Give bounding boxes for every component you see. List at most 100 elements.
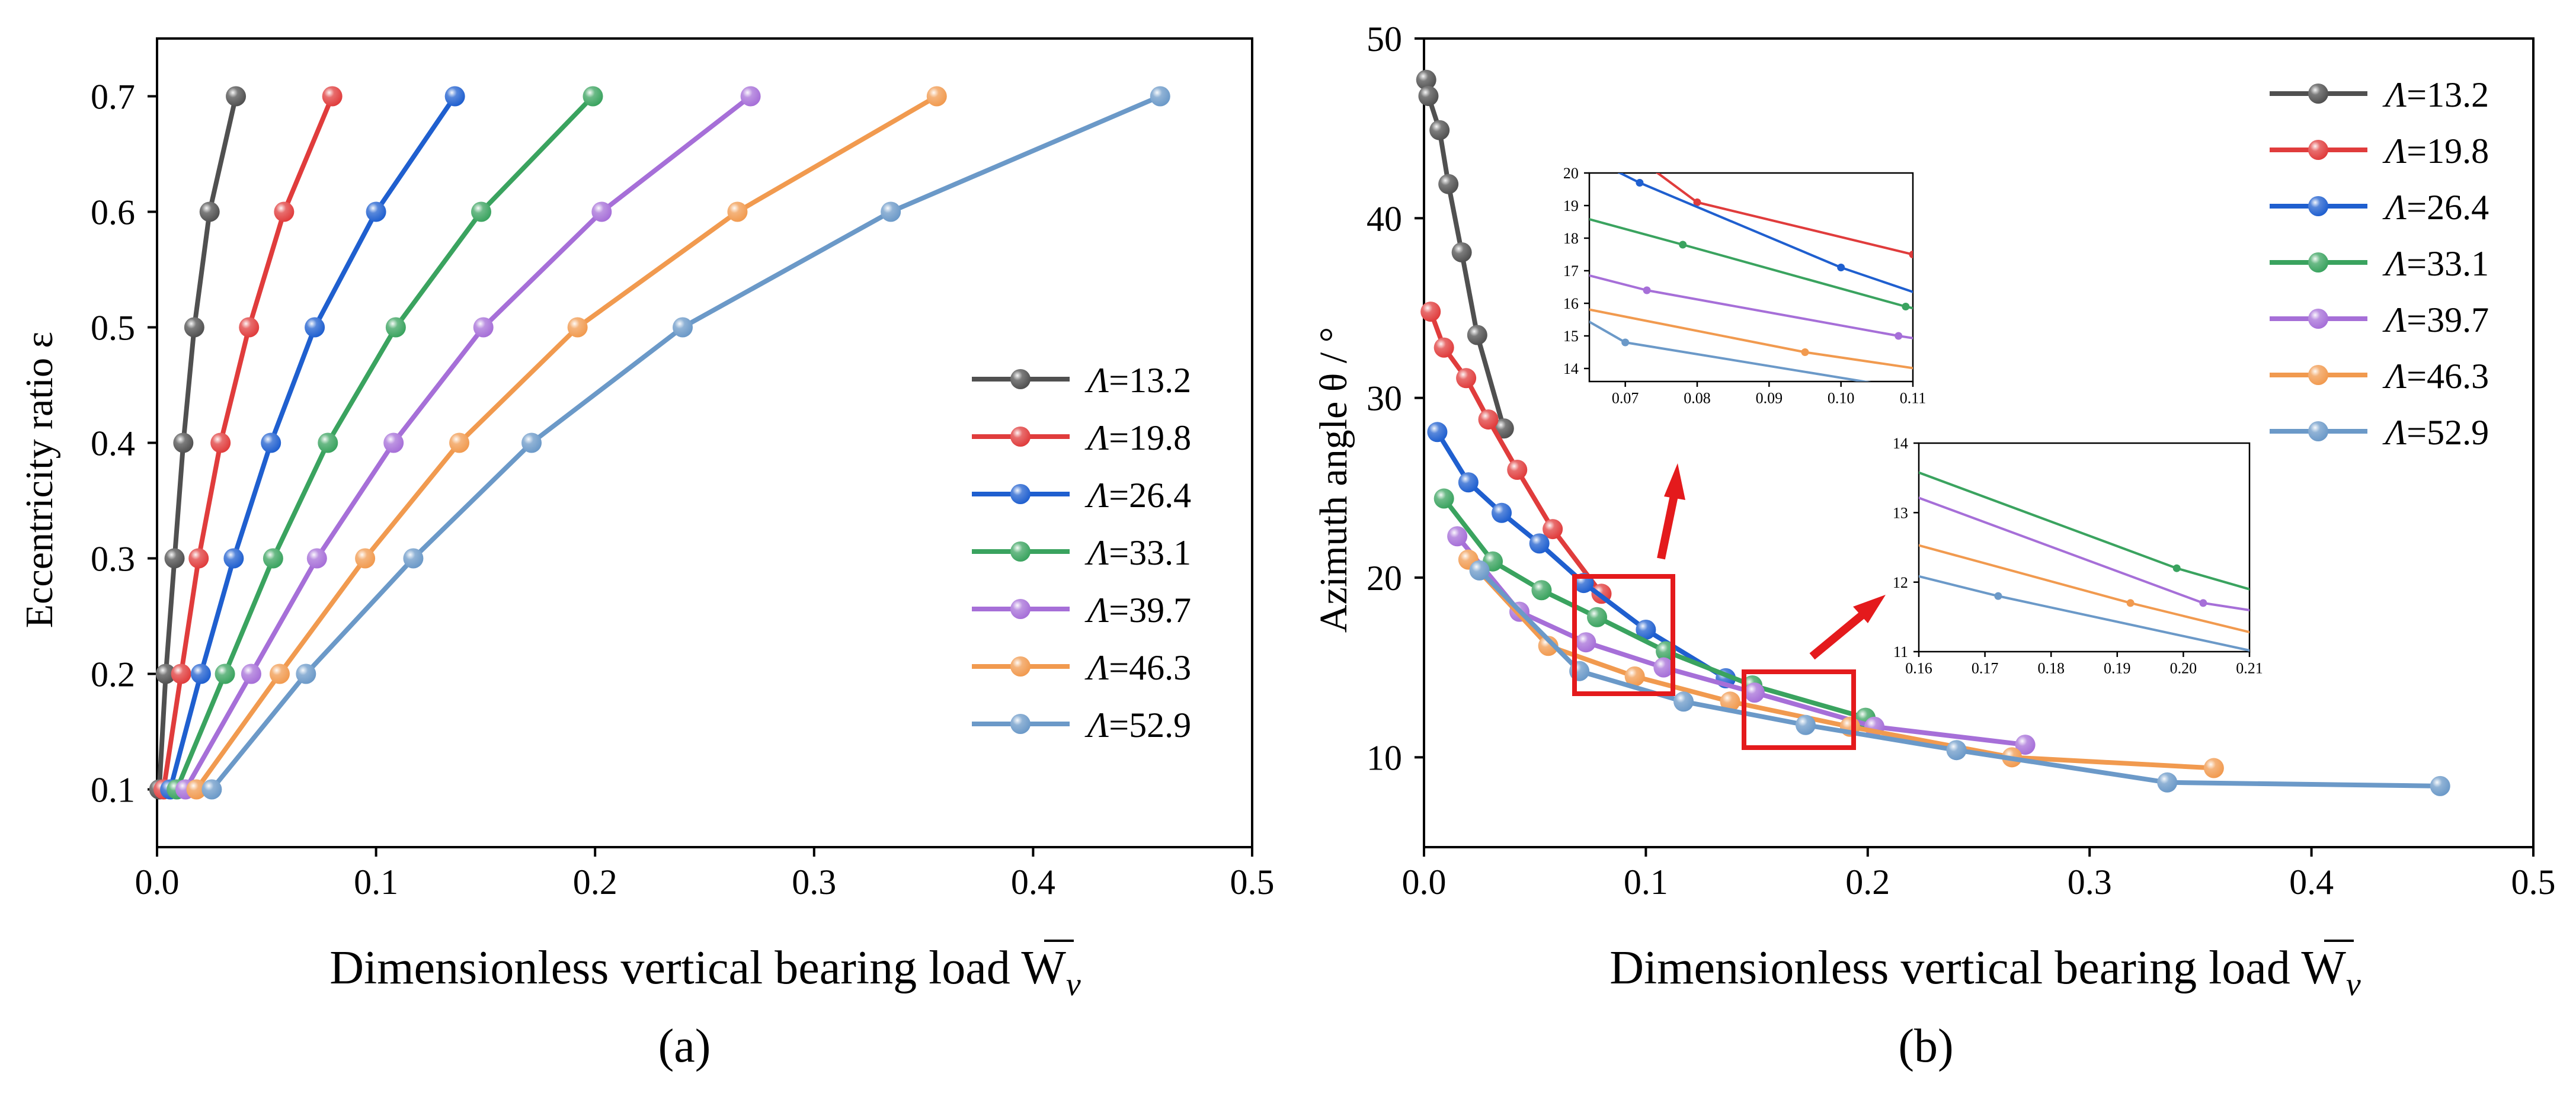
inset-upper-point-463 — [1801, 348, 1809, 356]
a-point-shine — [1150, 86, 1170, 107]
inset-lower-point-529 — [2444, 690, 2452, 697]
a-ytick-label: 0.6 — [91, 193, 135, 232]
inset-upper-point-463 — [1521, 293, 1528, 301]
b-series-line-331 — [1442, 497, 1867, 720]
a-ytick-label: 0.4 — [91, 424, 135, 463]
a-series-line-463 — [194, 94, 938, 791]
a-point-shine — [403, 548, 424, 569]
x-axis-label-sub-b: v — [2346, 966, 2361, 1003]
b-point-shine — [1478, 409, 1499, 430]
legend-label: Λ=52.9 — [1084, 706, 1191, 745]
legend-label: Λ=26.4 — [2382, 188, 2489, 227]
legend-marker-shine — [1010, 369, 1031, 389]
b-point-shine — [1433, 488, 1454, 509]
inset-upper-point-529 — [1513, 277, 1521, 284]
b-point-shine — [1946, 740, 1967, 761]
legend-b: Λ=13.2 Λ=19.8 Λ=26.4 Λ=33.1 Λ=39.7 Λ=46.3 Λ=52… — [2270, 75, 2489, 452]
inset-upper-ytick-label: 17 — [1563, 262, 1579, 280]
a-xtick-label: 0.1 — [354, 863, 398, 902]
a-point-shine — [164, 548, 185, 569]
a-point-shine — [305, 317, 325, 338]
a-xtick-label: 0.4 — [1011, 863, 1055, 902]
b-ytick-label: 50 — [1367, 20, 1402, 59]
legend-marker-shine — [1010, 427, 1031, 447]
legend-marker-shine — [2308, 252, 2328, 273]
inset-lower-point-331 — [2510, 662, 2518, 669]
inset-lower-point-463 — [1769, 502, 1777, 509]
b-point-shine — [1433, 337, 1454, 358]
inset-upper-series-line-264 — [1617, 173, 1913, 293]
inset-lower-point-331 — [1836, 440, 1844, 447]
inset-upper-point-331 — [1499, 192, 1507, 200]
a-point-shine — [186, 779, 207, 800]
legend-label: Λ=19.8 — [1084, 418, 1191, 457]
b-xtick-label: 0.5 — [2511, 863, 2556, 902]
a-point-shine — [366, 201, 386, 222]
b-point-shine — [1636, 619, 1656, 640]
a-point-shine — [173, 432, 194, 453]
inset-upper-point-264 — [1492, 107, 1500, 115]
b-point-shine — [1467, 325, 1487, 345]
inset-upper-background — [1589, 173, 1913, 382]
b-ytick-label: 30 — [1367, 379, 1402, 418]
a-ytick-label: 0.3 — [91, 540, 135, 579]
b-point-shine — [1576, 632, 1596, 653]
a-point-shine — [199, 201, 220, 222]
legend-marker-shine — [2308, 196, 2328, 216]
a-point-shine — [318, 432, 338, 453]
a-point-shine — [727, 201, 748, 222]
a-point-shine — [355, 548, 376, 569]
inset-lower-point-331 — [2172, 564, 2181, 572]
a-xtick-label: 0.3 — [792, 863, 836, 902]
a-xtick-label: 0.0 — [135, 863, 180, 902]
b-point-shine — [1587, 607, 1608, 627]
legend-marker-shine — [1010, 714, 1031, 734]
a-point-shine — [210, 432, 231, 453]
zoom-box-upper — [1572, 574, 1675, 696]
b-xtick-label: 0.0 — [1402, 863, 1447, 902]
inset-lower-xtick-label: 0.21 — [2236, 659, 2263, 677]
x-axis-label-sub-a: v — [1066, 966, 1081, 1003]
a-point-shine — [263, 548, 283, 569]
inset-upper-xtick-label: 0.10 — [1828, 389, 1855, 406]
inset-upper-ytick-label: 18 — [1563, 230, 1579, 247]
inset-upper-point-529 — [1621, 338, 1630, 347]
a-point-shine — [322, 86, 343, 107]
inset-upper-ytick-label: 14 — [1563, 360, 1579, 377]
a-point-shine — [306, 548, 327, 569]
b-point-shine — [1416, 69, 1436, 90]
inset-upper-point-331 — [1679, 241, 1687, 249]
inset-upper-point-331 — [2183, 365, 2190, 373]
legend-label: Λ=46.3 — [2382, 357, 2489, 396]
a-point-shine — [881, 201, 901, 222]
y-axis-label-b: Azimuth angle θ / ° — [1312, 327, 1355, 633]
inset-lower-xtick-label: 0.19 — [2104, 659, 2131, 677]
inset-upper-series-line-397 — [1589, 274, 1913, 339]
inset-lower-xtick-label: 0.16 — [1905, 659, 1932, 677]
a-point-shine — [591, 201, 612, 222]
a-point-shine — [171, 664, 191, 684]
inset-upper-ytick-label: 20 — [1563, 165, 1579, 182]
legend-label: Λ=33.1 — [1084, 533, 1191, 572]
inset-upper-ytick-label: 16 — [1563, 295, 1579, 312]
inset-lower-point-463 — [2126, 599, 2135, 607]
b-xtick-label: 0.3 — [2068, 863, 2112, 902]
zoom-box-lower — [1742, 669, 1856, 750]
legend-marker-shine — [2308, 365, 2328, 385]
inset-lower-point-397 — [2199, 599, 2207, 607]
a-ytick-label: 0.5 — [91, 309, 135, 348]
a-point-shine — [473, 317, 494, 338]
inset-upper-point-397 — [1643, 286, 1651, 294]
a-point-shine — [296, 664, 316, 684]
legend-label: Λ=26.4 — [1084, 476, 1191, 515]
b-point-shine — [1720, 691, 1740, 712]
inset-upper-point-198 — [1909, 251, 1913, 258]
legend-marker-shine — [2308, 309, 2328, 329]
a-point-shine — [223, 548, 244, 569]
plot-area-a: 0.0 0.1 0.2 0.3 0.4 0.5 0.1 0.2 0.3 0.4 0.5 0.6 0.7 — [91, 37, 1275, 902]
b-point-shine — [1418, 86, 1439, 107]
inset-upper-ytick-label: 15 — [1563, 328, 1579, 345]
b-point-shine — [1673, 691, 1694, 712]
b-point-shine — [1543, 519, 1563, 540]
a-point-shine — [226, 86, 247, 107]
